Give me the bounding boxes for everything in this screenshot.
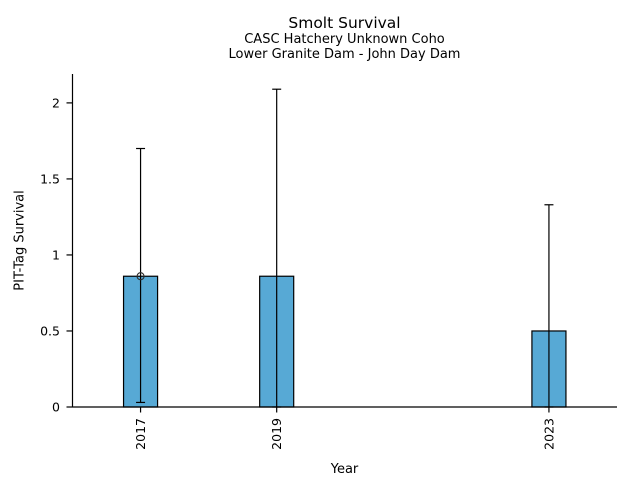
x-tick-label-2023: 2023 [541,418,556,450]
y-tick-label-0: 0 [52,400,60,415]
y-tick-label-1: 1 [52,247,60,262]
chart-subtitle-line2: Lower Granite Dam - John Day Dam [229,47,461,62]
x-tick-label-2019: 2019 [269,418,284,450]
chart-subtitle-line1: CASC Hatchery Unknown Coho [244,32,445,47]
y-tick-label-0.5: 0.5 [40,323,60,338]
x-tick-label-2017: 2017 [133,418,148,450]
y-tick-label-2: 2 [52,95,60,110]
marker-point-2017 [136,272,145,281]
plot-area: 0 0.5 1 1.5 2 2017 2019 2023 [40,74,617,450]
x-axis-label: Year [330,462,359,477]
y-axis-label: PIT-Tag Survival [13,190,28,290]
chart-title: Smolt Survival [288,14,400,32]
y-tick-label-1.5: 1.5 [40,171,60,186]
